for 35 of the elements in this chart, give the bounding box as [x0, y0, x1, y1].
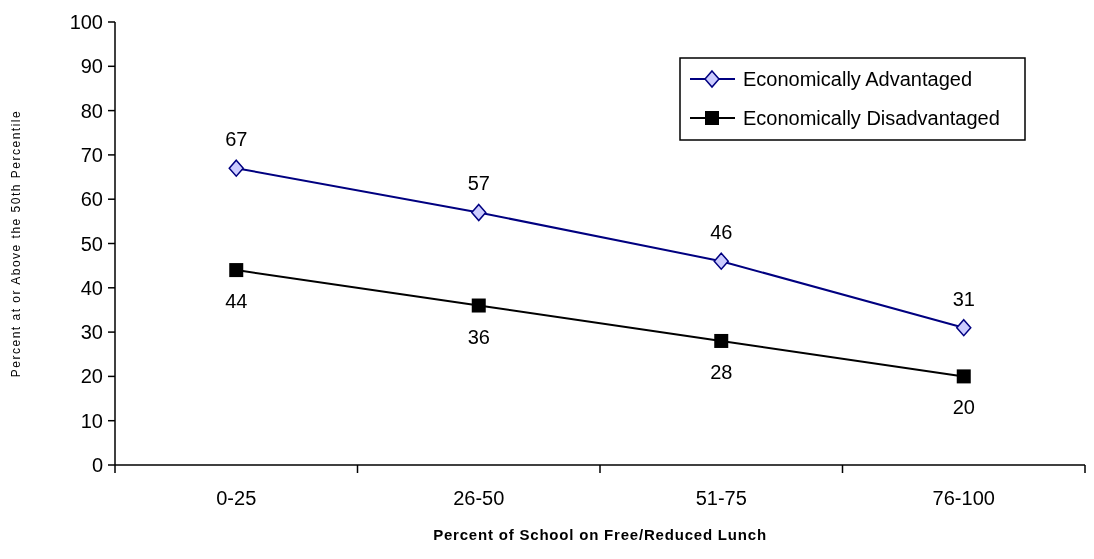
y-tick-label: 10 — [80, 409, 103, 432]
point — [713, 252, 729, 270]
data-label: 46 — [710, 221, 733, 244]
x-tick-label: 26-50 — [453, 487, 505, 509]
y-tick-label: 80 — [80, 99, 103, 122]
data-label: 31 — [952, 287, 975, 310]
point — [228, 159, 244, 177]
point — [714, 333, 729, 348]
x-axis-title: Percent of School on Free/Reduced Lunch — [433, 526, 767, 543]
data-label: 36 — [467, 325, 490, 348]
point — [229, 263, 244, 278]
point — [471, 203, 487, 222]
legend-label: Economically Disadvantaged — [743, 107, 1000, 129]
y-tick-label: 20 — [80, 365, 103, 388]
data-label: 20 — [952, 396, 975, 419]
legend-label: Economically Advantaged — [743, 68, 973, 90]
y-tick-label: 30 — [80, 321, 103, 344]
data-label: 67 — [225, 128, 248, 151]
point — [956, 369, 971, 384]
data-label: 57 — [467, 172, 490, 195]
point — [471, 298, 486, 313]
x-tick-label: 76-100 — [932, 487, 995, 509]
x-tick-label: 51-75 — [695, 487, 747, 509]
data-label: 28 — [710, 360, 733, 383]
y-tick-label: 50 — [80, 232, 103, 255]
y-axis-title: Percent at or Above the 50th Percentile — [9, 109, 23, 378]
y-tick-label: 0 — [91, 454, 103, 476]
x-tick-label: 0-25 — [216, 487, 257, 509]
y-tick-label: 100 — [69, 11, 103, 33]
y-tick-label: 90 — [80, 55, 103, 78]
data-label: 44 — [225, 290, 248, 313]
y-tick-label: 60 — [80, 188, 103, 211]
y-tick-label: 70 — [80, 143, 103, 166]
point — [956, 318, 972, 337]
y-tick-label: 40 — [80, 276, 103, 299]
